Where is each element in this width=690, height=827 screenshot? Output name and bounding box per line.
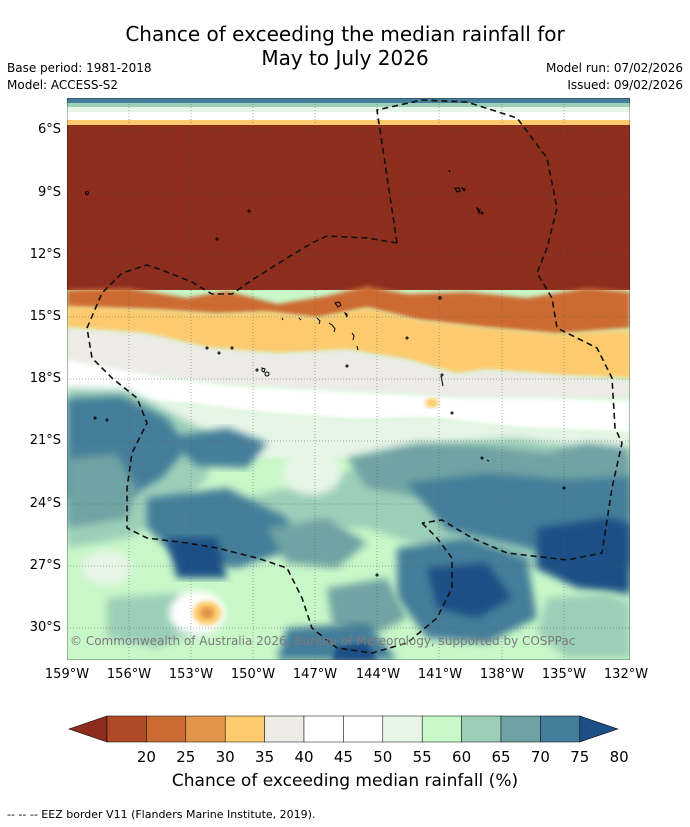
- eez-legend-note: -- -- -- EEZ border V11 (Flanders Marine…: [7, 808, 316, 821]
- base-period: Base period: 1981-2018: [7, 61, 152, 75]
- title-line-2: May to July 2026: [261, 46, 429, 70]
- lon-label: 138°W: [479, 667, 525, 682]
- colorbar-extend-low: [68, 715, 108, 743]
- lon-label: 153°W: [168, 667, 214, 682]
- lat-label: 30°S: [29, 620, 61, 635]
- colorbar-tick-label: 50: [373, 748, 393, 766]
- colorbar-segment: [500, 715, 541, 743]
- model-run: Model run: 07/02/2026: [545, 61, 683, 75]
- islands: [85, 169, 566, 577]
- colorbar-tick-label: 65: [491, 748, 511, 766]
- colorbar-tick-label: 20: [136, 748, 156, 766]
- colorbar-tick-label: 80: [609, 748, 629, 766]
- lon-label: 147°W: [292, 667, 338, 682]
- lon-label: 144°W: [355, 667, 401, 682]
- colorbar-tick-label: 25: [176, 748, 196, 766]
- colorbar-tick-label: 60: [452, 748, 472, 766]
- lat-label: 27°S: [29, 558, 61, 573]
- colorbar-segment: [540, 715, 581, 743]
- lon-label: 159°W: [44, 667, 90, 682]
- eez-borders: [86, 99, 623, 654]
- colorbar-segment: [264, 715, 305, 743]
- lon-label: 135°W: [541, 667, 587, 682]
- colorbar-segment: [461, 715, 502, 743]
- colorbar-title: Chance of exceeding median rainfall (%): [171, 771, 519, 791]
- lat-label: 12°S: [29, 247, 61, 262]
- colorbar-segment: [185, 715, 226, 743]
- meta-right: Model run: 07/02/2026 Issued: 09/02/2026: [546, 60, 683, 94]
- gridlines: [67, 98, 630, 660]
- copyright-notice: © Commonwealth of Australia 2026, Bureau…: [70, 634, 576, 648]
- rainfall-shading: [67, 98, 630, 660]
- map-canvas: [67, 98, 630, 660]
- model-name: Model: ACCESS-S2: [7, 78, 119, 92]
- lat-label: 15°S: [29, 309, 61, 324]
- colorbar-segment: [343, 715, 384, 743]
- lon-label: 156°W: [106, 667, 152, 682]
- colorbar-tick-label: 30: [215, 748, 235, 766]
- colorbar-segment: [224, 715, 265, 743]
- chart-title: Chance of exceeding the median rainfall …: [0, 22, 690, 70]
- lat-label: 9°S: [37, 185, 61, 200]
- colorbar-tick-label: 35: [255, 748, 275, 766]
- colorbar-segment: [303, 715, 344, 743]
- colorbar-tick-label: 70: [530, 748, 550, 766]
- colorbar-tick-label: 55: [412, 748, 432, 766]
- colorbar-segment: [421, 715, 462, 743]
- issued-date: Issued: 09/02/2026: [567, 78, 683, 92]
- rainfall-map: [67, 98, 630, 660]
- lat-label: 6°S: [37, 122, 61, 137]
- lat-label: 21°S: [29, 433, 61, 448]
- colorbar-segment: [382, 715, 423, 743]
- colorbar-segment: [106, 715, 147, 743]
- colorbar-tick-label: 45: [333, 748, 353, 766]
- colorbar-segment: [146, 715, 187, 743]
- title-line-1: Chance of exceeding the median rainfall …: [125, 22, 565, 46]
- lat-label: 18°S: [29, 371, 61, 386]
- lon-label: 141°W: [417, 667, 463, 682]
- colorbar-tick-label: 75: [570, 748, 590, 766]
- colorbar-extend-high: [579, 715, 619, 743]
- colorbar-tick-label: 40: [294, 748, 314, 766]
- lat-label: 24°S: [29, 496, 61, 511]
- meta-left: Base period: 1981-2018 Model: ACCESS-S2: [7, 60, 152, 94]
- lon-label: 150°W: [230, 667, 276, 682]
- lon-label: 132°W: [603, 667, 649, 682]
- colorbar: [68, 715, 619, 743]
